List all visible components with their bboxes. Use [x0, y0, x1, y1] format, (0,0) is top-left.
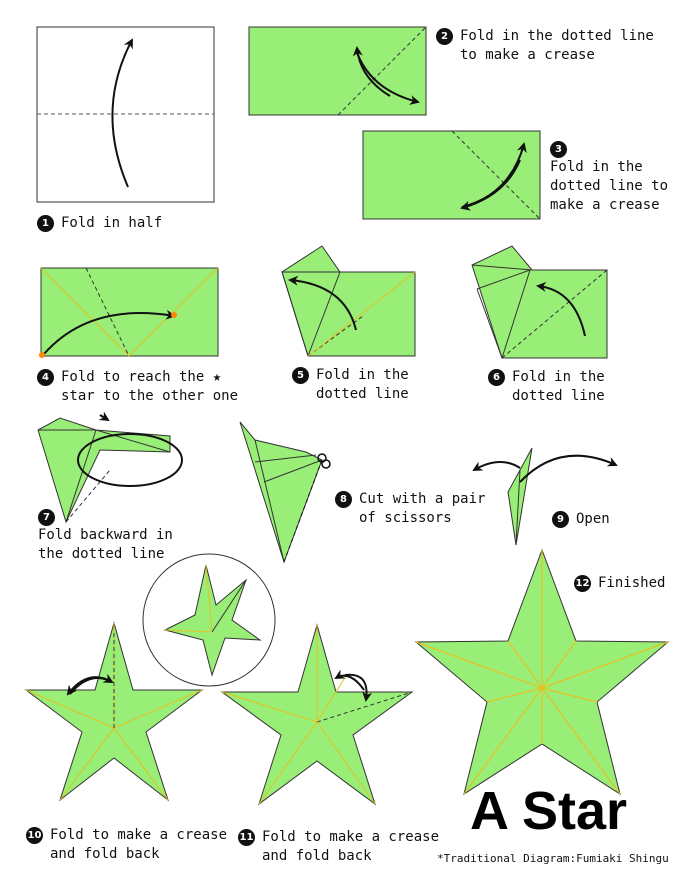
step-11-figure — [220, 623, 414, 806]
diagram-title: A Star — [470, 781, 628, 841]
step-instruction: Fold in the dotted line to make a crease — [550, 159, 669, 213]
step-instruction: Cut with a pair of scissors — [359, 491, 486, 526]
step-11-label: 11 Fold to make a crease and fold back — [238, 828, 439, 866]
step-number-badge: 4 — [37, 369, 54, 386]
step-1-figure — [36, 26, 215, 203]
step-number-badge: 9 — [552, 511, 569, 528]
step-9-figure — [472, 447, 618, 546]
step-number-badge: 11 — [238, 829, 255, 846]
step-5-figure — [281, 245, 416, 357]
step-instruction: Fold in half — [61, 215, 163, 231]
step-number-badge: 10 — [26, 827, 43, 844]
step-number-badge: 7 — [38, 509, 55, 526]
step-number-badge: 12 — [574, 575, 591, 592]
step-8-label: 8 Cut with a pair of scissors — [335, 490, 485, 528]
step-6-figure — [471, 245, 608, 359]
step-10-figure — [24, 621, 204, 802]
step-12-label: 12 Finished — [574, 574, 665, 593]
step-instruction: Fold backward in the dotted line — [38, 527, 173, 562]
step-4-label: 4 Fold to reach the ★ star to the other … — [37, 368, 238, 406]
step-number-badge: 6 — [488, 369, 505, 386]
step-number-badge: 5 — [292, 367, 309, 384]
step-6-label: 6 Fold in the dotted line — [488, 368, 605, 406]
step-instruction: Fold to reach the ★ star to the other on… — [61, 369, 239, 404]
step-10-label: 10 Fold to make a crease and fold back — [26, 826, 227, 864]
step-number-badge: 8 — [335, 491, 352, 508]
step-2-label: 2 Fold in the dotted line to make a crea… — [436, 27, 654, 65]
step-7-figure — [37, 411, 183, 524]
step-12-figure — [414, 548, 670, 796]
step-instruction: Fold to make a crease and fold back — [50, 827, 228, 862]
step-number-badge: 2 — [436, 28, 453, 45]
step-5-label: 5 Fold in the dotted line — [292, 366, 409, 404]
step-1-label: 1 Fold in half — [37, 214, 162, 233]
step-number-badge: 3 — [550, 141, 567, 158]
step-instruction: Finished — [598, 575, 666, 591]
step-3-label: 3 Fold in the dotted line to make a crea… — [550, 140, 668, 215]
step-instruction: Fold in the dotted line to make a crease — [460, 28, 654, 63]
step-7-label: 7 Fold backward in the dotted line — [38, 508, 173, 564]
step-3-figure — [362, 130, 541, 220]
step-8-figure — [239, 421, 331, 564]
step-instruction: Open — [576, 511, 610, 527]
step-2-figure — [248, 26, 427, 116]
step-instruction: Fold in the dotted line — [316, 367, 409, 402]
step-4-figure — [39, 267, 219, 358]
step-number-badge: 1 — [37, 215, 54, 232]
credit-line: *Traditional Diagram:Fumiaki Shingu — [437, 852, 669, 865]
step-instruction: Fold in the dotted line — [512, 369, 605, 404]
detail-inset-figure — [142, 553, 276, 687]
step-9-label: 9 Open — [552, 510, 610, 529]
step-instruction: Fold to make a crease and fold back — [262, 829, 440, 864]
